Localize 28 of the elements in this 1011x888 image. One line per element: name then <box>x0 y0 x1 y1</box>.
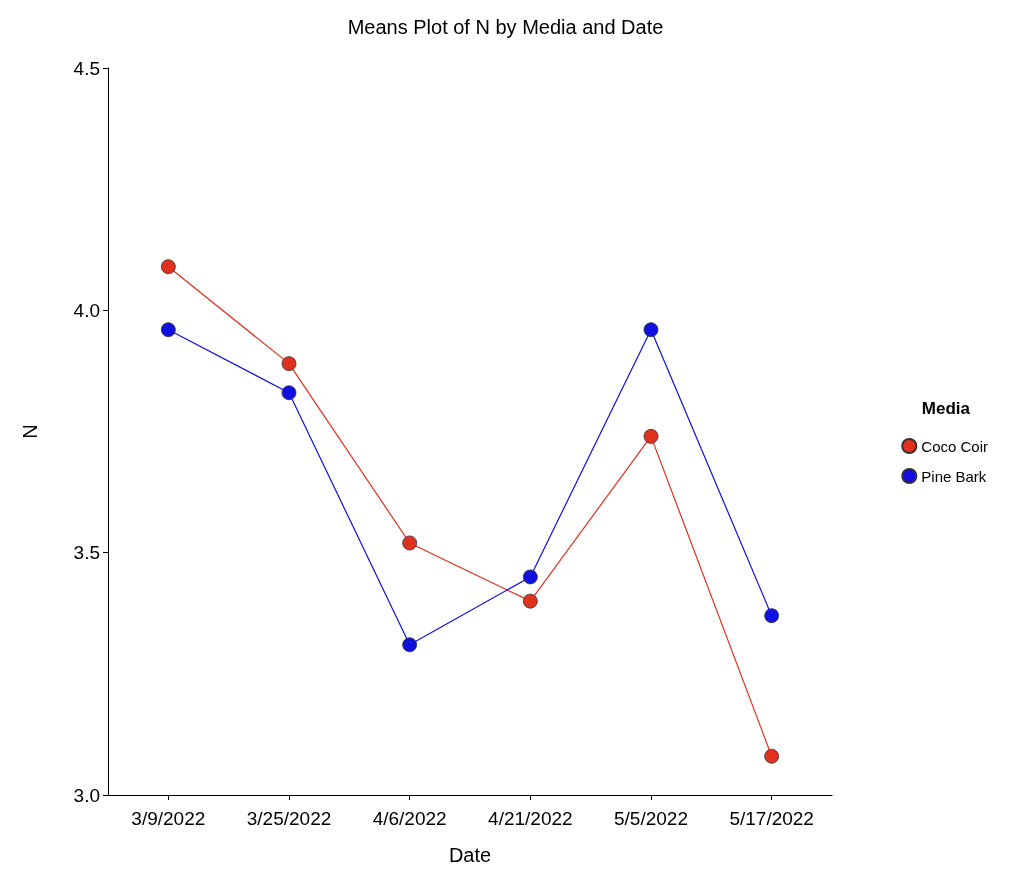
point <box>522 569 538 585</box>
chart-title: Means Plot of N by Media and Date <box>347 16 664 38</box>
x-tick-label: 3/9/2022 <box>131 808 206 829</box>
x-tick-label: 3/25/2022 <box>246 808 332 829</box>
point <box>402 535 418 551</box>
y-axis-title: N <box>19 424 41 439</box>
point <box>764 608 780 624</box>
point <box>643 322 659 338</box>
point <box>281 356 297 372</box>
legend-label: Pine Bark <box>921 467 987 485</box>
point <box>643 428 659 444</box>
point <box>402 637 418 653</box>
legend-title: Media <box>921 399 971 418</box>
x-tick-label: 4/21/2022 <box>488 808 573 829</box>
point <box>764 748 780 764</box>
y-tick-label: 3.0 <box>73 784 100 806</box>
point <box>522 593 538 609</box>
point <box>281 385 297 401</box>
legend-label: Coco Coir <box>921 437 988 455</box>
x-tick-label: 5/17/2022 <box>729 808 814 829</box>
x-axis-title: Date <box>448 844 492 866</box>
x-tick-label: 4/6/2022 <box>372 808 447 829</box>
point <box>160 259 176 275</box>
point <box>160 322 176 338</box>
x-tick-label: 5/5/2022 <box>614 808 688 829</box>
y-tick-label: 3.5 <box>73 542 100 564</box>
y-tick-label: 4.0 <box>73 299 100 321</box>
y-tick-label: 4.5 <box>73 57 100 79</box>
